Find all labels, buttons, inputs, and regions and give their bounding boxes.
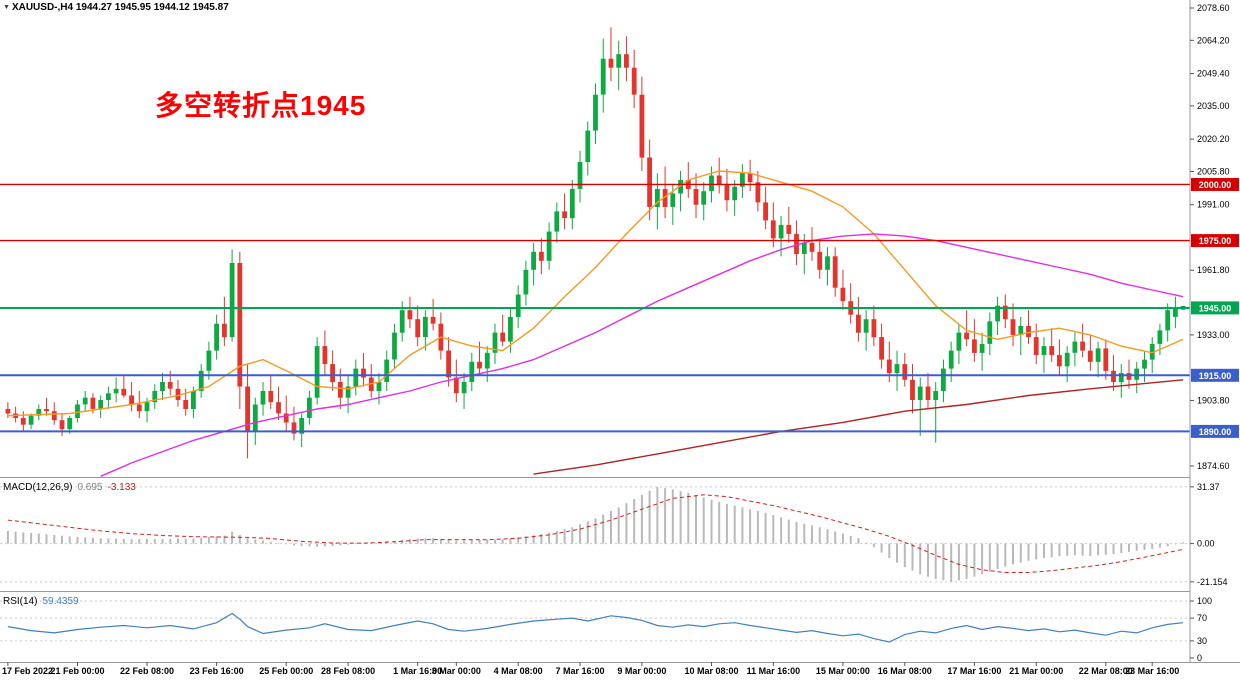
rsi-label: RSI(14) 59.4359 [3, 596, 79, 607]
svg-text:11 Mar 16:00: 11 Mar 16:00 [747, 666, 801, 676]
svg-text:1903.80: 1903.80 [1197, 395, 1230, 405]
svg-text:16 Mar 08:00: 16 Mar 08:00 [878, 666, 932, 676]
price-line-badges: 2000.00 1975.00 1945.00 1915.00 1890.00 [1191, 178, 1239, 438]
svg-text:0.00: 0.00 [1197, 539, 1215, 549]
svg-text:17 Feb 2022: 17 Feb 2022 [2, 666, 53, 676]
svg-text:22 Mar 08:00: 22 Mar 08:00 [1079, 666, 1133, 676]
symbol-info-line: ▼ XAUUSD-,H4 1944.27 1945.95 1944.12 1945… [3, 2, 229, 13]
rsi-title: RSI(14) [3, 596, 38, 607]
svg-text:3 Mar 00:00: 3 Mar 00:00 [432, 666, 481, 676]
svg-text:1890.00: 1890.00 [1199, 427, 1232, 437]
svg-text:1 Mar 16:00: 1 Mar 16:00 [393, 666, 442, 676]
svg-text:31.37: 31.37 [1197, 482, 1220, 492]
svg-text:1933.00: 1933.00 [1197, 330, 1230, 340]
svg-text:1961.80: 1961.80 [1197, 265, 1230, 275]
macd-value-main: 0.695 [77, 482, 103, 493]
svg-text:28 Feb 08:00: 28 Feb 08:00 [321, 666, 375, 676]
svg-text:23 Mar 16:00: 23 Mar 16:00 [1125, 666, 1179, 676]
macd-value-signal: -3.133 [107, 482, 136, 493]
svg-text:10 Mar 08:00: 10 Mar 08:00 [684, 666, 738, 676]
svg-text:2078.60: 2078.60 [1197, 3, 1230, 13]
svg-text:30: 30 [1197, 636, 1207, 646]
macd-title: MACD(12,26,9) [3, 482, 73, 493]
svg-text:23 Feb 16:00: 23 Feb 16:00 [190, 666, 244, 676]
svg-text:2049.40: 2049.40 [1197, 69, 1230, 79]
svg-text:70: 70 [1197, 613, 1207, 623]
svg-text:1975.00: 1975.00 [1199, 236, 1232, 246]
svg-text:100: 100 [1197, 596, 1212, 606]
svg-text:2005.80: 2005.80 [1197, 166, 1230, 176]
chart-annotation[interactable]: 多空转折点1945 [155, 90, 367, 121]
svg-text:-21.154: -21.154 [1197, 577, 1228, 587]
rsi-value: 59.4359 [42, 596, 79, 607]
symbol-timeframe: XAUUSD-,H4 [11, 2, 74, 13]
moving-averages-layer [7, 170, 1184, 477]
ohlc-values: 1944.27 1945.95 1944.12 1945.87 [75, 2, 229, 13]
ma-fast-orange-line [7, 170, 1184, 417]
macd-histogram [6, 486, 1185, 582]
right-axis: 2078.60 2064.20 2049.40 2035.00 2020.20 2005.… [1189, 0, 1240, 663]
svg-text:9 Mar 00:00: 9 Mar 00:00 [617, 666, 666, 676]
macd-label: MACD(12,26,9) 0.695 -3.133 [3, 482, 136, 493]
candles-layer [5, 27, 1186, 459]
macd-signal-line [7, 494, 1184, 573]
svg-text:22 Feb 08:00: 22 Feb 08:00 [120, 666, 174, 676]
svg-text:21 Feb 00:00: 21 Feb 00:00 [50, 666, 104, 676]
svg-text:1915.00: 1915.00 [1199, 371, 1232, 381]
pane-separators [0, 477, 1240, 663]
svg-text:1874.60: 1874.60 [1197, 461, 1230, 471]
svg-text:1991.00: 1991.00 [1197, 200, 1230, 210]
svg-text:1945.00: 1945.00 [1199, 303, 1232, 313]
dropdown-triangle-icon[interactable]: ▼ [3, 4, 10, 11]
ma-slow-darkred-line [533, 379, 1184, 475]
horizontal-lines-layer [0, 183, 1190, 433]
svg-text:2000.00: 2000.00 [1199, 180, 1232, 190]
ma-mid-magenta-line [100, 233, 1184, 477]
svg-text:7 Mar 16:00: 7 Mar 16:00 [556, 666, 605, 676]
svg-text:2035.00: 2035.00 [1197, 101, 1230, 111]
svg-text:17 Mar 16:00: 17 Mar 16:00 [947, 666, 1001, 676]
svg-text:0: 0 [1197, 653, 1202, 663]
svg-text:15 Mar 00:00: 15 Mar 00:00 [816, 666, 870, 676]
rsi-line [7, 612, 1184, 643]
svg-text:2064.20: 2064.20 [1197, 35, 1230, 45]
svg-text:2020.20: 2020.20 [1197, 134, 1230, 144]
svg-text:4 Mar 08:00: 4 Mar 08:00 [494, 666, 543, 676]
svg-text:21 Mar 00:00: 21 Mar 00:00 [1009, 666, 1063, 676]
svg-text:25 Feb 00:00: 25 Feb 00:00 [259, 666, 313, 676]
